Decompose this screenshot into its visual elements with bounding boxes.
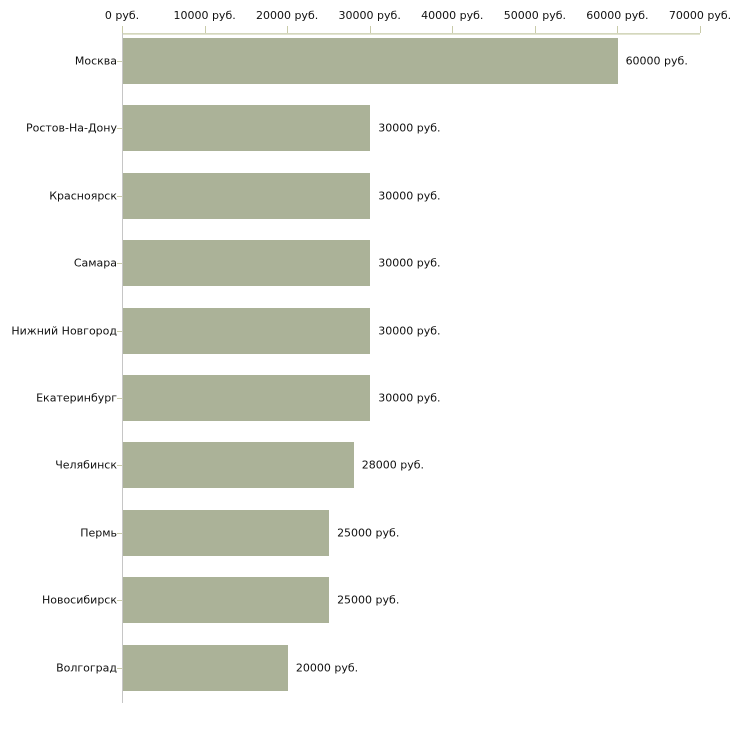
value-label: 25000 руб.	[337, 526, 400, 540]
category-label: Самара	[73, 256, 117, 270]
category-label: Красноярск	[49, 189, 117, 203]
value-label: 30000 руб.	[378, 324, 441, 338]
bar-row: Нижний Новгород 30000 руб.	[0, 303, 730, 370]
value-label: 30000 руб.	[378, 391, 441, 405]
x-axis-line	[122, 33, 700, 35]
category-label: Челябинск	[55, 458, 117, 472]
category-tick	[117, 330, 122, 332]
category-tick	[117, 532, 122, 534]
value-label: 30000 руб.	[378, 189, 441, 203]
bar	[123, 105, 371, 152]
bar-row: Екатеринбург 30000 руб.	[0, 370, 730, 437]
x-axis-tick-label: 0 руб.	[104, 9, 140, 22]
category-label: Екатеринбург	[36, 391, 117, 405]
value-label: 30000 руб.	[378, 121, 441, 135]
bar	[123, 307, 371, 354]
x-axis-tick	[287, 26, 289, 33]
value-label: 25000 руб.	[337, 593, 400, 607]
category-label: Нижний Новгород	[11, 324, 117, 338]
x-axis-tick	[700, 26, 701, 33]
x-axis-tick-label: 20000 руб.	[255, 9, 319, 22]
x-axis-tick	[452, 26, 454, 33]
value-label: 20000 руб.	[295, 661, 359, 675]
x-axis-tick-label: 60000 руб.	[586, 9, 649, 22]
category-tick	[117, 195, 122, 197]
bar	[123, 442, 354, 489]
category-tick	[117, 263, 122, 265]
category-tick	[117, 61, 122, 62]
bar	[123, 509, 330, 556]
category-label: Волгоград	[56, 661, 117, 675]
value-label: 60000 руб.	[625, 54, 688, 68]
x-axis-tick-label: 70000 руб.	[668, 9, 730, 22]
category-label: Пермь	[80, 526, 117, 540]
x-axis-tick	[204, 26, 206, 33]
bar	[123, 577, 330, 624]
bar-row: Челябинск 28000 руб.	[0, 437, 730, 504]
y-axis-line	[122, 33, 123, 703]
bar-row: Красноярск 30000 руб.	[0, 168, 730, 235]
value-label: 30000 руб.	[378, 256, 441, 270]
category-label: Москва	[74, 54, 117, 68]
category-label: Новосибирск	[41, 593, 117, 607]
x-axis-tick-label: 10000 руб.	[173, 9, 236, 22]
x-axis-tick-label: 30000 руб.	[338, 9, 401, 22]
x-axis-tick-label: 40000 руб.	[421, 9, 484, 22]
bar-row: Волгоград 20000 руб.	[0, 640, 730, 707]
x-axis-tick	[534, 26, 536, 33]
bar-row: Новосибирск 25000 руб.	[0, 572, 730, 639]
x-axis-tick	[122, 26, 123, 33]
x-axis-tick	[617, 26, 619, 33]
category-tick	[117, 465, 122, 467]
value-label: 28000 руб.	[361, 458, 425, 472]
category-tick	[117, 667, 122, 669]
bar-row: Ростов-На-Дону 30000 руб.	[0, 100, 730, 167]
category-tick	[117, 397, 122, 399]
bar	[123, 644, 288, 691]
bar-row: Пермь 25000 руб.	[0, 505, 730, 572]
x-axis-tick	[369, 26, 371, 33]
bar	[123, 374, 371, 421]
bar	[123, 38, 618, 84]
bar	[123, 240, 371, 287]
category-label: Ростов-На-Дону	[25, 121, 117, 135]
category-tick	[117, 600, 122, 602]
x-axis-tick-label: 50000 руб.	[503, 9, 567, 22]
bar-row: Самара 30000 руб.	[0, 235, 730, 302]
bar	[123, 172, 371, 219]
bar-rows: Москва 60000 руб. Ростов-На-Дону 30000 р…	[0, 33, 730, 707]
bar-row: Москва 60000 руб.	[0, 33, 730, 100]
category-tick	[117, 128, 122, 130]
